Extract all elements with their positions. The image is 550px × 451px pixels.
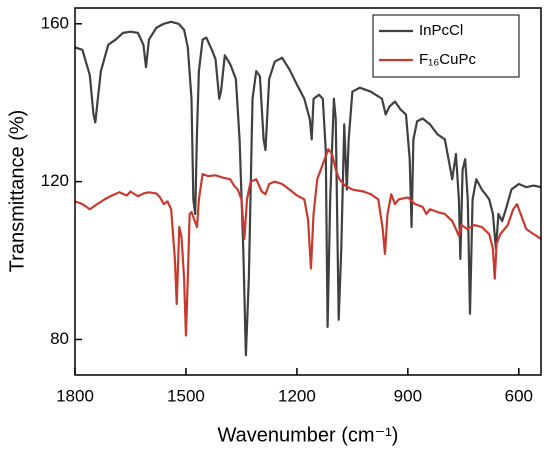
x-axis-label: Wavenumber (cm⁻¹) xyxy=(218,424,399,446)
series-line xyxy=(75,148,541,337)
legend-box xyxy=(372,14,520,78)
y-tick-label: 80 xyxy=(50,329,69,348)
x-tick-label: 1500 xyxy=(167,386,205,405)
y-tick-label: 120 xyxy=(41,171,69,190)
x-tick-label: 1200 xyxy=(278,386,316,405)
series-line xyxy=(75,20,541,357)
x-tick-label: 900 xyxy=(394,386,422,405)
x-tick-label: 1800 xyxy=(56,386,94,405)
y-tick-label: 160 xyxy=(41,13,69,32)
legend-label: F₁₆CuPc xyxy=(419,51,476,68)
x-tick-label: 600 xyxy=(505,386,533,405)
legend-label: InPcCl xyxy=(419,22,463,39)
y-axis-label: Transmittance (%) xyxy=(6,110,28,273)
plot-frame xyxy=(74,7,542,376)
